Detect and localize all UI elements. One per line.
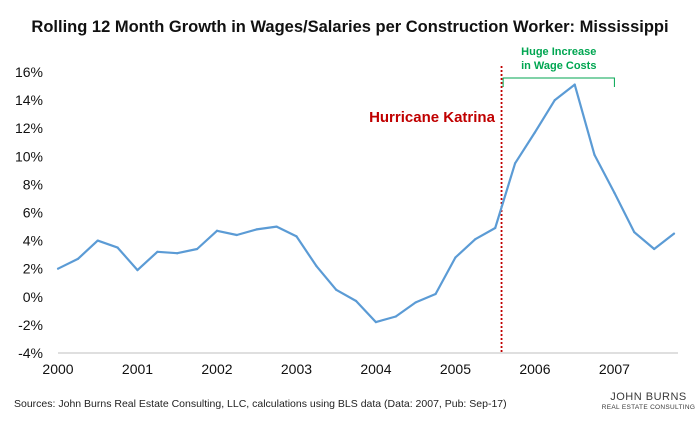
data-point [295, 235, 298, 238]
data-point [633, 231, 636, 234]
bracket-shape [502, 77, 615, 87]
x-tick-label: 2007 [599, 361, 630, 377]
y-axis: 16% 14% 12% 10% 8% 6% 4% 2% 0% -2% -4% [15, 64, 43, 361]
data-point [56, 267, 60, 270]
data-point [533, 131, 537, 134]
data-point [414, 301, 417, 304]
data-point [494, 226, 497, 230]
data-point [374, 320, 378, 324]
data-point [96, 239, 99, 242]
y-tick-label: 14% [15, 92, 43, 108]
data-point [394, 315, 397, 318]
data-point [454, 256, 457, 259]
y-tick-label: 16% [15, 64, 43, 80]
data-point [215, 229, 219, 232]
data-point [255, 228, 258, 231]
data-point [354, 299, 358, 303]
y-tick-label: 4% [23, 233, 43, 249]
logo-line1: JOHN BURNS [610, 391, 687, 403]
chart-title: Rolling 12 Month Growth in Wages/Salarie… [31, 18, 669, 36]
data-series [56, 83, 676, 324]
y-tick-label: 0% [23, 289, 43, 305]
data-point [76, 257, 79, 260]
data-point [196, 247, 199, 251]
data-point [653, 247, 656, 251]
data-point [434, 292, 437, 296]
data-point [235, 233, 238, 237]
y-tick-label: 8% [23, 176, 43, 192]
data-point [116, 246, 119, 249]
y-tick-label: -2% [18, 317, 43, 333]
wage-increase-bracket [502, 77, 615, 87]
y-tick-label: -4% [18, 345, 43, 361]
x-axis: 2000 2001 2002 2003 2004 2005 2006 2007 [42, 352, 678, 377]
y-tick-label: 12% [15, 120, 43, 136]
wage-increase-label: Huge Increase [521, 46, 596, 58]
y-tick-label: 2% [23, 261, 43, 277]
data-point [176, 252, 179, 255]
x-tick-label: 2006 [519, 361, 550, 377]
y-tick-label: 6% [23, 205, 43, 221]
data-point [573, 83, 576, 86]
data-point [136, 269, 139, 272]
data-point [335, 288, 338, 291]
wage-increase-label: in Wage Costs [521, 60, 596, 72]
x-tick-label: 2000 [42, 361, 73, 377]
data-point [474, 238, 477, 241]
data-point [513, 162, 517, 165]
annotations: Hurricane Katrina Huge Increase in Wage Co… [369, 46, 596, 126]
source-note: Sources: John Burns Real Estate Consulti… [14, 398, 507, 410]
katrina-label: Hurricane Katrina [369, 109, 496, 126]
y-tick-label: 10% [15, 148, 43, 164]
data-point [315, 264, 318, 267]
data-point [593, 153, 596, 156]
company-logo: JOHN BURNS REAL ESTATE CONSULTING [601, 391, 696, 417]
x-tick-label: 2004 [360, 361, 391, 377]
x-tick-label: 2001 [122, 361, 153, 377]
data-point [275, 225, 278, 228]
logo-line2: REAL ESTATE CONSULTING [601, 404, 696, 411]
x-tick-label: 2003 [281, 361, 312, 377]
series-line [57, 83, 675, 324]
data-point [156, 250, 159, 253]
data-point [553, 99, 556, 102]
data-point [613, 191, 616, 194]
x-tick-label: 2005 [440, 361, 471, 377]
x-tick-label: 2002 [201, 361, 232, 377]
data-point [672, 232, 676, 235]
